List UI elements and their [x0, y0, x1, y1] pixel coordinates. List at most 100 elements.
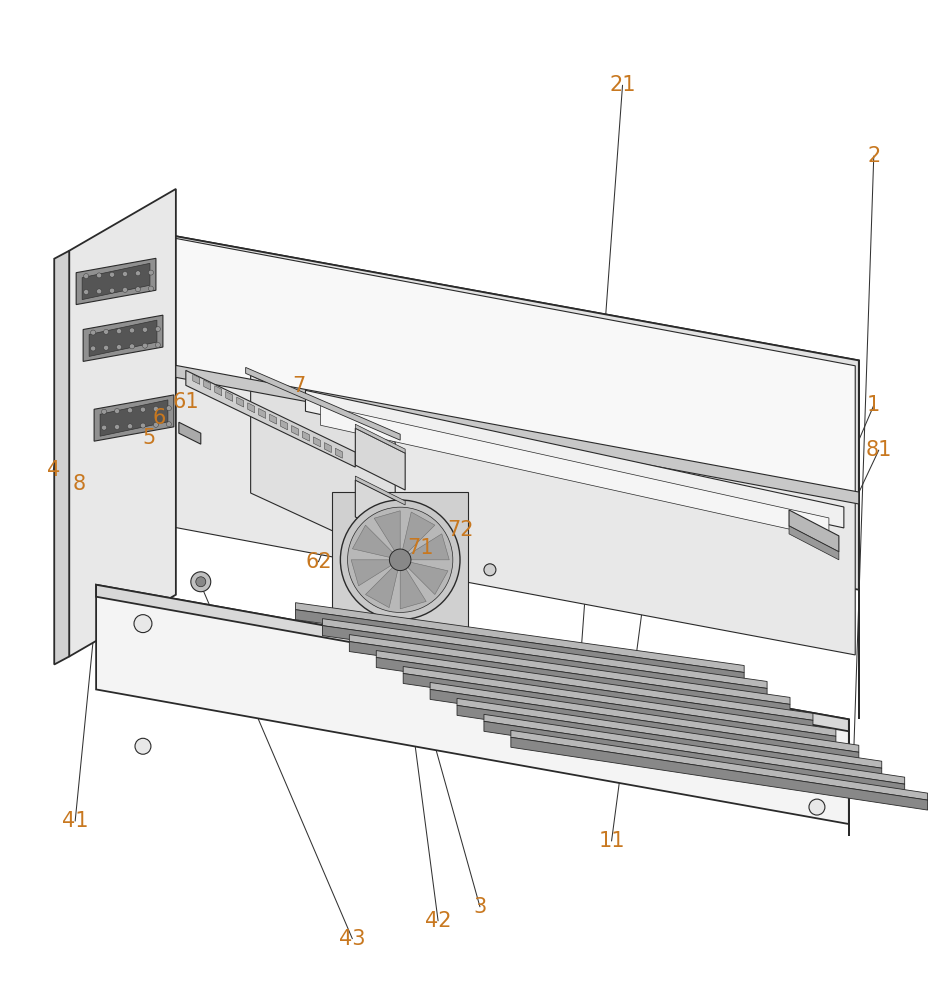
Circle shape: [84, 290, 88, 295]
Circle shape: [140, 423, 146, 428]
Circle shape: [148, 270, 153, 275]
Polygon shape: [352, 525, 393, 557]
Polygon shape: [193, 374, 200, 384]
Circle shape: [153, 406, 159, 411]
Text: 1: 1: [866, 395, 880, 415]
Text: 6: 6: [152, 408, 165, 428]
Circle shape: [97, 289, 101, 294]
Polygon shape: [146, 231, 857, 490]
Polygon shape: [788, 510, 838, 552]
Circle shape: [142, 343, 148, 348]
Polygon shape: [332, 492, 468, 628]
Text: 8: 8: [72, 474, 85, 494]
Polygon shape: [237, 397, 243, 407]
Circle shape: [155, 327, 161, 332]
Circle shape: [153, 422, 159, 427]
Polygon shape: [788, 526, 838, 560]
Polygon shape: [365, 567, 397, 608]
Polygon shape: [354, 476, 405, 505]
Text: 61: 61: [173, 392, 199, 412]
Polygon shape: [349, 635, 789, 704]
Polygon shape: [320, 405, 828, 538]
Circle shape: [122, 271, 127, 276]
Circle shape: [91, 346, 96, 351]
Polygon shape: [430, 689, 857, 762]
Polygon shape: [313, 437, 320, 447]
Circle shape: [483, 564, 496, 576]
Polygon shape: [510, 737, 927, 810]
Circle shape: [135, 287, 140, 292]
Circle shape: [101, 425, 107, 430]
Polygon shape: [291, 426, 298, 435]
Circle shape: [196, 577, 206, 587]
Polygon shape: [82, 263, 149, 300]
Polygon shape: [163, 366, 855, 655]
Text: 62: 62: [304, 552, 331, 572]
Polygon shape: [400, 569, 426, 609]
Polygon shape: [305, 390, 843, 528]
Circle shape: [389, 549, 410, 571]
Polygon shape: [354, 424, 405, 453]
Polygon shape: [269, 414, 277, 424]
Circle shape: [135, 271, 140, 276]
Polygon shape: [248, 403, 254, 413]
Circle shape: [129, 328, 135, 333]
Text: 2: 2: [866, 146, 880, 166]
Text: 21: 21: [609, 75, 635, 95]
Polygon shape: [403, 673, 835, 746]
Circle shape: [135, 738, 150, 754]
Polygon shape: [83, 315, 162, 361]
Circle shape: [103, 329, 109, 334]
Circle shape: [155, 342, 161, 347]
Circle shape: [114, 409, 120, 413]
Circle shape: [84, 274, 88, 279]
Text: 71: 71: [406, 538, 433, 558]
Circle shape: [166, 422, 171, 427]
Text: 11: 11: [598, 831, 625, 851]
Circle shape: [134, 615, 152, 633]
Polygon shape: [258, 408, 265, 418]
Text: 41: 41: [62, 811, 88, 831]
Circle shape: [140, 407, 146, 412]
Polygon shape: [335, 448, 342, 458]
Text: 3: 3: [473, 897, 486, 917]
Polygon shape: [457, 698, 881, 768]
Circle shape: [190, 572, 211, 592]
Polygon shape: [163, 236, 855, 495]
Circle shape: [110, 288, 114, 293]
Text: 5: 5: [142, 428, 155, 448]
Polygon shape: [324, 443, 331, 453]
Polygon shape: [186, 370, 354, 467]
Circle shape: [103, 345, 109, 350]
Circle shape: [127, 408, 133, 413]
Polygon shape: [407, 562, 447, 595]
Circle shape: [97, 273, 101, 278]
Polygon shape: [245, 367, 400, 440]
Text: 4: 4: [46, 460, 59, 480]
Polygon shape: [303, 431, 309, 441]
Polygon shape: [54, 251, 69, 665]
Polygon shape: [96, 585, 848, 731]
Polygon shape: [510, 730, 927, 800]
Circle shape: [340, 500, 459, 620]
Polygon shape: [430, 682, 857, 752]
Polygon shape: [349, 642, 789, 714]
Polygon shape: [96, 585, 848, 824]
Polygon shape: [322, 626, 767, 698]
Text: 42: 42: [424, 911, 451, 931]
Polygon shape: [76, 258, 156, 305]
Polygon shape: [483, 714, 904, 784]
Polygon shape: [354, 480, 405, 542]
Polygon shape: [203, 380, 211, 390]
Polygon shape: [483, 721, 904, 794]
Polygon shape: [374, 511, 400, 551]
Polygon shape: [280, 420, 288, 430]
Circle shape: [116, 345, 122, 350]
Polygon shape: [376, 658, 812, 730]
Polygon shape: [100, 400, 168, 436]
Circle shape: [129, 344, 135, 349]
Circle shape: [807, 744, 825, 762]
Text: 72: 72: [446, 520, 472, 540]
Circle shape: [101, 409, 107, 414]
Circle shape: [142, 327, 148, 332]
